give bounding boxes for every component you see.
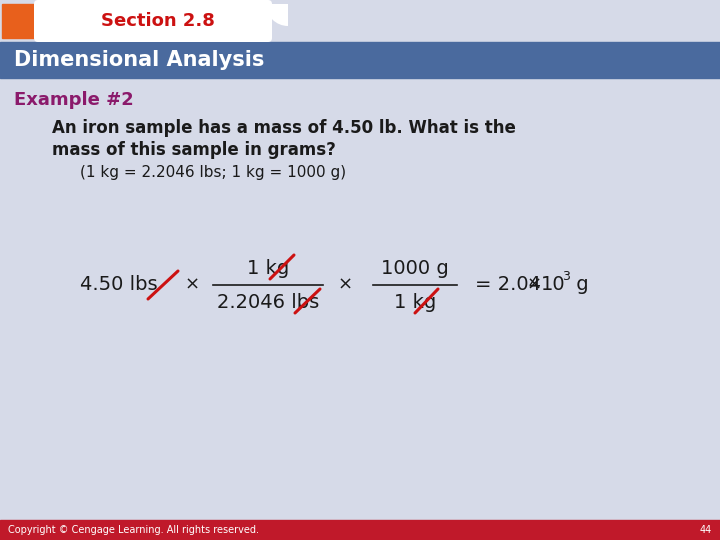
Text: ×: × — [338, 276, 353, 294]
Text: 1000 g: 1000 g — [381, 259, 449, 278]
Text: 44: 44 — [700, 525, 712, 535]
FancyBboxPatch shape — [34, 0, 272, 42]
Text: Dimensional Analysis: Dimensional Analysis — [14, 50, 264, 70]
Text: 10: 10 — [541, 275, 566, 294]
Text: 2.2046 lbs: 2.2046 lbs — [217, 293, 319, 312]
Text: Copyright © Cengage Learning. All rights reserved.: Copyright © Cengage Learning. All rights… — [8, 525, 259, 535]
Text: (1 kg = 2.2046 lbs; 1 kg = 1000 g): (1 kg = 2.2046 lbs; 1 kg = 1000 g) — [80, 165, 346, 179]
Text: 4.50 lbs: 4.50 lbs — [80, 275, 158, 294]
Bar — [0, 42, 720, 78]
Text: Section 2.8: Section 2.8 — [101, 12, 215, 30]
Bar — [0, 520, 720, 540]
Text: 1 kg: 1 kg — [247, 259, 289, 278]
Text: 3: 3 — [562, 269, 570, 282]
Wedge shape — [266, 4, 288, 26]
Text: = 2.04: = 2.04 — [475, 275, 541, 294]
Text: An iron sample has a mass of 4.50 lb. What is the: An iron sample has a mass of 4.50 lb. Wh… — [52, 119, 516, 137]
Bar — [2, 4, 36, 38]
Bar — [0, 0, 720, 42]
Text: Example #2: Example #2 — [14, 91, 134, 109]
Text: g: g — [570, 275, 589, 294]
Text: mass of this sample in grams?: mass of this sample in grams? — [52, 141, 336, 159]
Text: ×: × — [527, 276, 542, 294]
Text: 1 kg: 1 kg — [394, 293, 436, 312]
Text: ×: × — [184, 276, 199, 294]
